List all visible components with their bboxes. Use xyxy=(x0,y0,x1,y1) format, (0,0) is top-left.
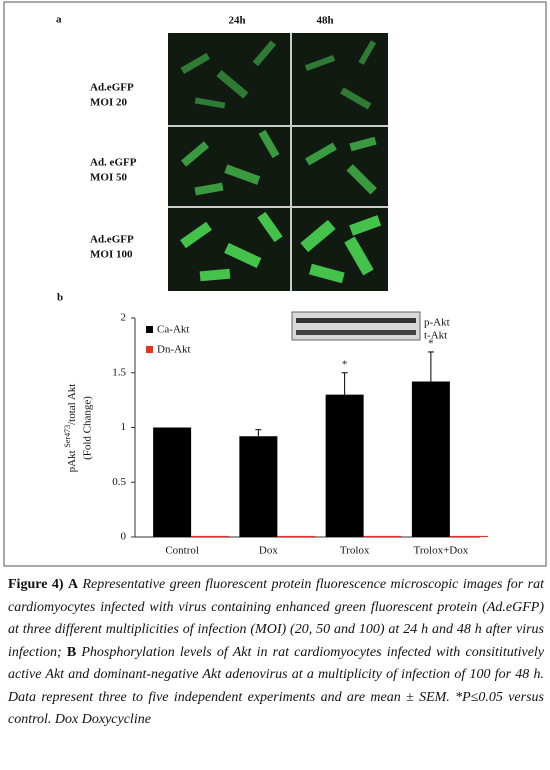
row-label: MOI 50 xyxy=(90,172,127,184)
bar xyxy=(153,427,192,537)
blot-background xyxy=(291,311,421,341)
legend-swatch xyxy=(146,326,153,333)
y-axis-label: (Fold Change) xyxy=(82,396,94,460)
figure-label: Figure 4) xyxy=(8,577,64,592)
row-label: MOI 100 xyxy=(90,249,133,261)
cells xyxy=(180,211,382,284)
y-axis-label-part: pAkt xyxy=(66,448,78,473)
legend-label: Dn-Akt xyxy=(157,344,191,356)
legend-label: Ca-Akt xyxy=(157,324,189,336)
micrographs xyxy=(168,33,388,291)
blot-band xyxy=(296,330,416,335)
caption-text: Phosphorylation levels of Akt in rat car… xyxy=(8,644,545,728)
bar xyxy=(411,381,450,537)
column-header: 24h xyxy=(228,15,245,27)
caption-text: Representative green fluorescent protein… xyxy=(8,577,545,660)
bar xyxy=(363,535,402,537)
cells xyxy=(180,40,377,110)
row-label: Ad. eGFP xyxy=(90,157,137,169)
bar xyxy=(239,436,278,537)
blot-label: p-Akt xyxy=(424,317,450,329)
x-tick-label: Dox xyxy=(259,545,278,557)
blot-band xyxy=(296,318,416,323)
y-tick-label: 0 xyxy=(121,531,127,543)
y-tick-label: 0.5 xyxy=(112,476,126,488)
blot xyxy=(291,311,421,341)
y-tick-label: 1 xyxy=(121,421,127,433)
x-tick-label: Control xyxy=(165,545,199,557)
row-label: Ad.eGFP xyxy=(90,82,134,94)
part-label: A xyxy=(67,577,79,592)
row-label: MOI 20 xyxy=(90,97,127,109)
bar xyxy=(277,535,316,537)
y-tick-label: 1.5 xyxy=(112,366,126,378)
panel-label: a xyxy=(56,14,62,26)
bar xyxy=(191,535,230,537)
x-tick-label: Trolox xyxy=(340,545,370,557)
row-label: Ad.eGFP xyxy=(90,234,134,246)
significance-label: * xyxy=(428,337,434,349)
row-labels: Ad.eGFP MOI 20 Ad. eGFP MOI 50 Ad.eGFP MOI 10… xyxy=(90,82,137,261)
panel-label: b xyxy=(57,292,63,304)
part-label: B xyxy=(66,644,77,660)
bar xyxy=(325,394,364,537)
blot-label: t-Akt xyxy=(424,330,447,342)
column-header: 48h xyxy=(316,15,333,27)
figure-caption: Figure 4) A Representative green fluores… xyxy=(8,574,544,732)
y-axis-label-part: Ser473 xyxy=(63,425,72,448)
bar xyxy=(449,535,488,537)
figure: a 24h 48h xyxy=(3,1,547,567)
y-tick-label: 2 xyxy=(121,312,127,324)
significance-label: * xyxy=(342,358,348,370)
legend-swatch xyxy=(146,346,153,353)
y-axis-label: pAkt Ser473/total Akt xyxy=(63,384,78,473)
cells xyxy=(180,129,377,196)
figure-frame xyxy=(3,1,547,567)
y-axis-label-part: /total Akt xyxy=(66,384,78,425)
x-tick-label: Trolox+Dox xyxy=(414,545,469,557)
